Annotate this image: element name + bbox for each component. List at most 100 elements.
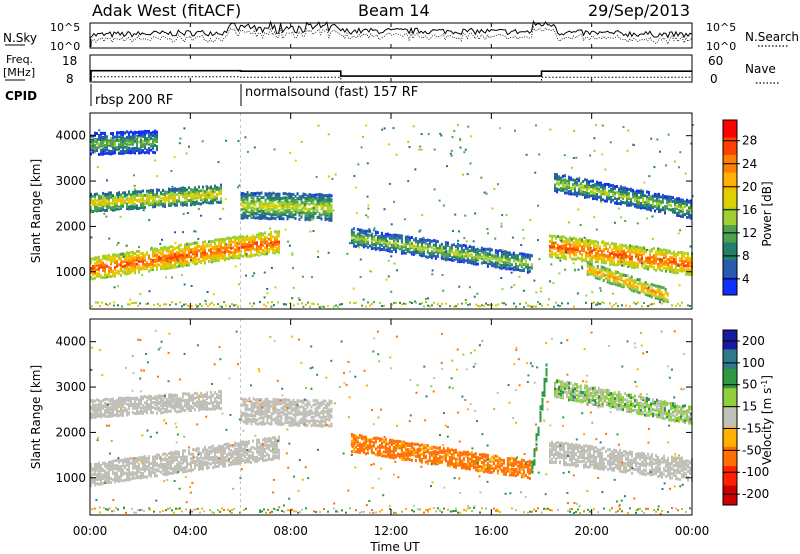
rti-cell [554, 175, 556, 179]
rti-cell [659, 250, 661, 254]
rti-cell [675, 252, 677, 256]
rti-cell [590, 272, 593, 276]
rti-cell [124, 270, 126, 274]
rti-cell [583, 236, 586, 239]
rti-cell [356, 212, 358, 214]
rti-cell [630, 189, 632, 193]
rti-cell [386, 241, 389, 245]
rti-cell [250, 243, 252, 247]
rti-cell [444, 255, 447, 259]
rti-cell [116, 204, 118, 208]
rti-cell [642, 288, 645, 292]
rti-cell [452, 230, 454, 232]
rti-cell [214, 184, 216, 188]
rti-cell [681, 259, 683, 263]
rti-cell [590, 192, 593, 195]
rti-cell [206, 194, 208, 197]
rti-cell [662, 208, 664, 212]
rti-cell [146, 201, 148, 205]
rti-cell [622, 279, 625, 283]
rti-cell [178, 197, 180, 201]
rti-cell [90, 257, 92, 261]
rti-cell [354, 240, 357, 244]
rti-cell [252, 206, 255, 210]
rti-cell [195, 303, 197, 306]
rti-cell [204, 445, 206, 449]
rti-cell [498, 259, 501, 262]
rti-cell [487, 304, 489, 306]
rti-cell [601, 240, 603, 244]
rti-cell [472, 245, 475, 249]
rti-cell [651, 247, 653, 251]
rti-cell [138, 260, 140, 263]
rti-cell [651, 265, 653, 269]
rti-cell [577, 249, 579, 253]
rti-cell [660, 294, 663, 298]
rti-cell [300, 215, 303, 219]
rti-cell [604, 184, 606, 188]
rti-cell [370, 243, 373, 247]
rti-cell [422, 238, 425, 242]
rti-cell [176, 261, 178, 264]
rti-cell [176, 246, 178, 250]
rti-cell [108, 193, 110, 197]
rti-cell [174, 450, 176, 454]
rti-cell [624, 186, 626, 190]
rti-cell [359, 276, 362, 278]
rti-cell [218, 192, 220, 196]
rti-cell [604, 199, 606, 203]
rti-cell [118, 193, 120, 197]
rti-cell [150, 266, 152, 270]
rti-cell [112, 253, 114, 257]
rti-cell [585, 301, 587, 304]
rti-cell [214, 465, 216, 469]
rti-cell [182, 203, 184, 207]
rti-cell [427, 297, 430, 300]
rti-cell [292, 197, 295, 201]
rti-cell [430, 256, 433, 260]
rti-cell [212, 448, 214, 452]
rti-cell [496, 260, 499, 264]
rti-cell [136, 458, 138, 462]
rti-cell [618, 193, 620, 197]
rti-cell [96, 474, 98, 478]
rti-cell [250, 240, 252, 244]
rti-cell [176, 203, 178, 207]
rti-cell [624, 191, 626, 194]
rti-cell [423, 305, 425, 308]
rti-cell [500, 264, 503, 267]
rti-cell [565, 236, 567, 240]
rti-cell [112, 256, 114, 260]
rti-cell [632, 289, 635, 293]
rti-cell [674, 198, 676, 202]
rti-cell [256, 241, 258, 245]
rti-cell [630, 286, 633, 290]
rti-cell [610, 271, 613, 274]
rti-cell [274, 192, 277, 196]
rti-cell [224, 447, 226, 451]
rti-cell [202, 463, 204, 467]
station-title: Adak West (fitACF) [92, 1, 241, 20]
rti-cell [652, 203, 654, 207]
rti-cell [198, 466, 200, 470]
rti-cell [337, 305, 339, 308]
rti-cell [288, 194, 291, 198]
rti-cell [202, 185, 204, 189]
rti-cell [513, 284, 516, 286]
rti-cell [194, 200, 196, 204]
rti-cell [266, 216, 269, 220]
rti-cell [165, 276, 167, 279]
rti-cell [671, 252, 673, 256]
rti-cell [96, 140, 98, 144]
rti-cell [689, 245, 692, 248]
rti-cell [152, 141, 154, 145]
rti-cell [294, 198, 297, 202]
rti-cell [690, 207, 692, 211]
rti-cell [474, 254, 477, 258]
rti-cell [585, 251, 587, 255]
rti-cell [656, 197, 658, 201]
rti-cell [267, 301, 269, 304]
rti-cell [665, 255, 667, 259]
rti-cell [602, 198, 604, 202]
rti-cell [204, 194, 206, 198]
